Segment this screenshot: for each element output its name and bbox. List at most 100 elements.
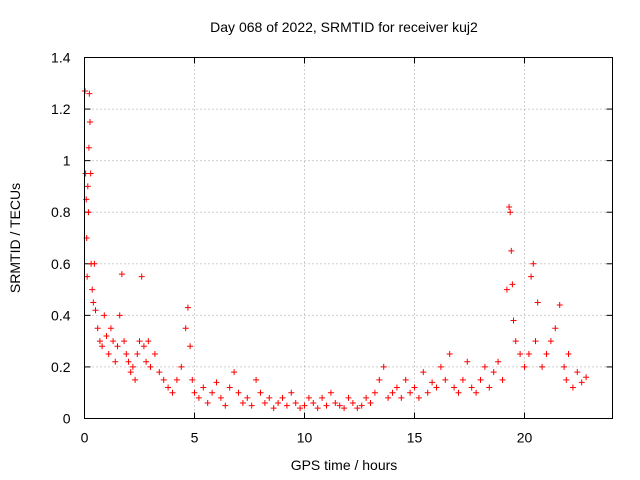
plot-frame <box>84 57 613 419</box>
data-point <box>231 369 238 376</box>
data-point <box>446 351 453 358</box>
data-point <box>371 389 378 396</box>
data-point <box>89 286 96 293</box>
data-point <box>217 394 224 401</box>
data-point <box>556 302 563 309</box>
data-point <box>244 394 251 401</box>
data-point <box>178 363 185 370</box>
data-point <box>121 338 128 345</box>
data-point <box>297 405 304 412</box>
data-point <box>578 379 585 386</box>
data-point <box>495 358 502 365</box>
data-point <box>459 376 466 383</box>
data-point <box>195 394 202 401</box>
y-tick-label: 0.8 <box>51 204 71 220</box>
data-point <box>507 209 514 216</box>
y-tick-label: 0.2 <box>51 359 71 375</box>
data-point <box>506 204 513 211</box>
data-point <box>110 338 117 345</box>
data-point <box>358 402 365 409</box>
data-point <box>512 338 519 345</box>
data-point <box>222 402 229 409</box>
data-point <box>534 299 541 306</box>
data-point <box>528 273 535 280</box>
data-point <box>86 90 93 97</box>
data-point <box>301 402 308 409</box>
data-point <box>437 363 444 370</box>
data-point <box>569 384 576 391</box>
data-point <box>565 351 572 358</box>
data-point <box>521 363 528 370</box>
data-point <box>209 389 216 396</box>
data-point <box>270 405 277 412</box>
data-point <box>385 394 392 401</box>
data-point <box>341 405 348 412</box>
data-points <box>81 88 590 412</box>
data-point <box>187 343 194 350</box>
data-point <box>499 376 506 383</box>
data-point <box>451 384 458 391</box>
data-point <box>468 384 475 391</box>
data-point <box>563 376 570 383</box>
data-point <box>323 402 330 409</box>
data-point <box>87 118 93 125</box>
y-tick-label: 1.4 <box>51 50 71 66</box>
data-point <box>184 304 191 311</box>
data-point <box>310 400 317 407</box>
data-point <box>429 379 436 386</box>
data-point <box>424 389 431 396</box>
data-point <box>464 358 471 365</box>
x-tick-label: 5 <box>191 430 199 446</box>
data-point <box>99 343 106 350</box>
data-point <box>367 400 374 407</box>
data-point <box>226 384 233 391</box>
data-point <box>129 363 136 370</box>
data-point <box>574 369 581 376</box>
data-point <box>84 183 91 190</box>
data-point <box>140 343 147 350</box>
data-point <box>305 394 312 401</box>
data-point <box>345 394 352 401</box>
data-point <box>123 351 130 358</box>
data-point <box>204 400 211 407</box>
data-point <box>486 384 493 391</box>
data-point <box>525 351 532 358</box>
data-point <box>532 338 539 345</box>
data-point <box>380 363 387 370</box>
data-point <box>477 376 484 383</box>
data-point <box>257 389 264 396</box>
data-point <box>547 338 554 345</box>
data-point <box>147 363 154 370</box>
data-point <box>213 379 220 386</box>
data-point <box>96 338 103 345</box>
x-tick-label: 20 <box>517 430 533 446</box>
data-point <box>473 389 480 396</box>
data-point <box>420 369 427 376</box>
data-point <box>411 384 418 391</box>
data-point <box>248 402 255 409</box>
data-point <box>189 376 196 383</box>
data-point <box>319 394 326 401</box>
data-point <box>169 389 176 396</box>
chart-title: Day 068 of 2022, SRMTID for receiver kuj… <box>210 19 478 35</box>
data-point <box>156 369 163 376</box>
data-point <box>398 394 405 401</box>
data-point <box>84 273 91 280</box>
data-point <box>253 376 260 383</box>
data-point <box>165 384 172 391</box>
data-point <box>91 260 98 267</box>
data-point <box>336 402 343 409</box>
y-axis-title: SRMTID / TECUs <box>7 183 23 293</box>
x-tick-label: 15 <box>407 430 423 446</box>
data-point <box>275 400 282 407</box>
y-tick-label: 1 <box>63 153 71 169</box>
data-point <box>510 317 517 324</box>
data-point <box>85 144 92 151</box>
data-point <box>136 338 143 345</box>
data-point <box>134 351 141 358</box>
data-point <box>173 376 180 383</box>
ticks <box>84 57 613 419</box>
data-point <box>114 343 121 350</box>
data-point <box>200 384 207 391</box>
data-point <box>107 325 114 332</box>
